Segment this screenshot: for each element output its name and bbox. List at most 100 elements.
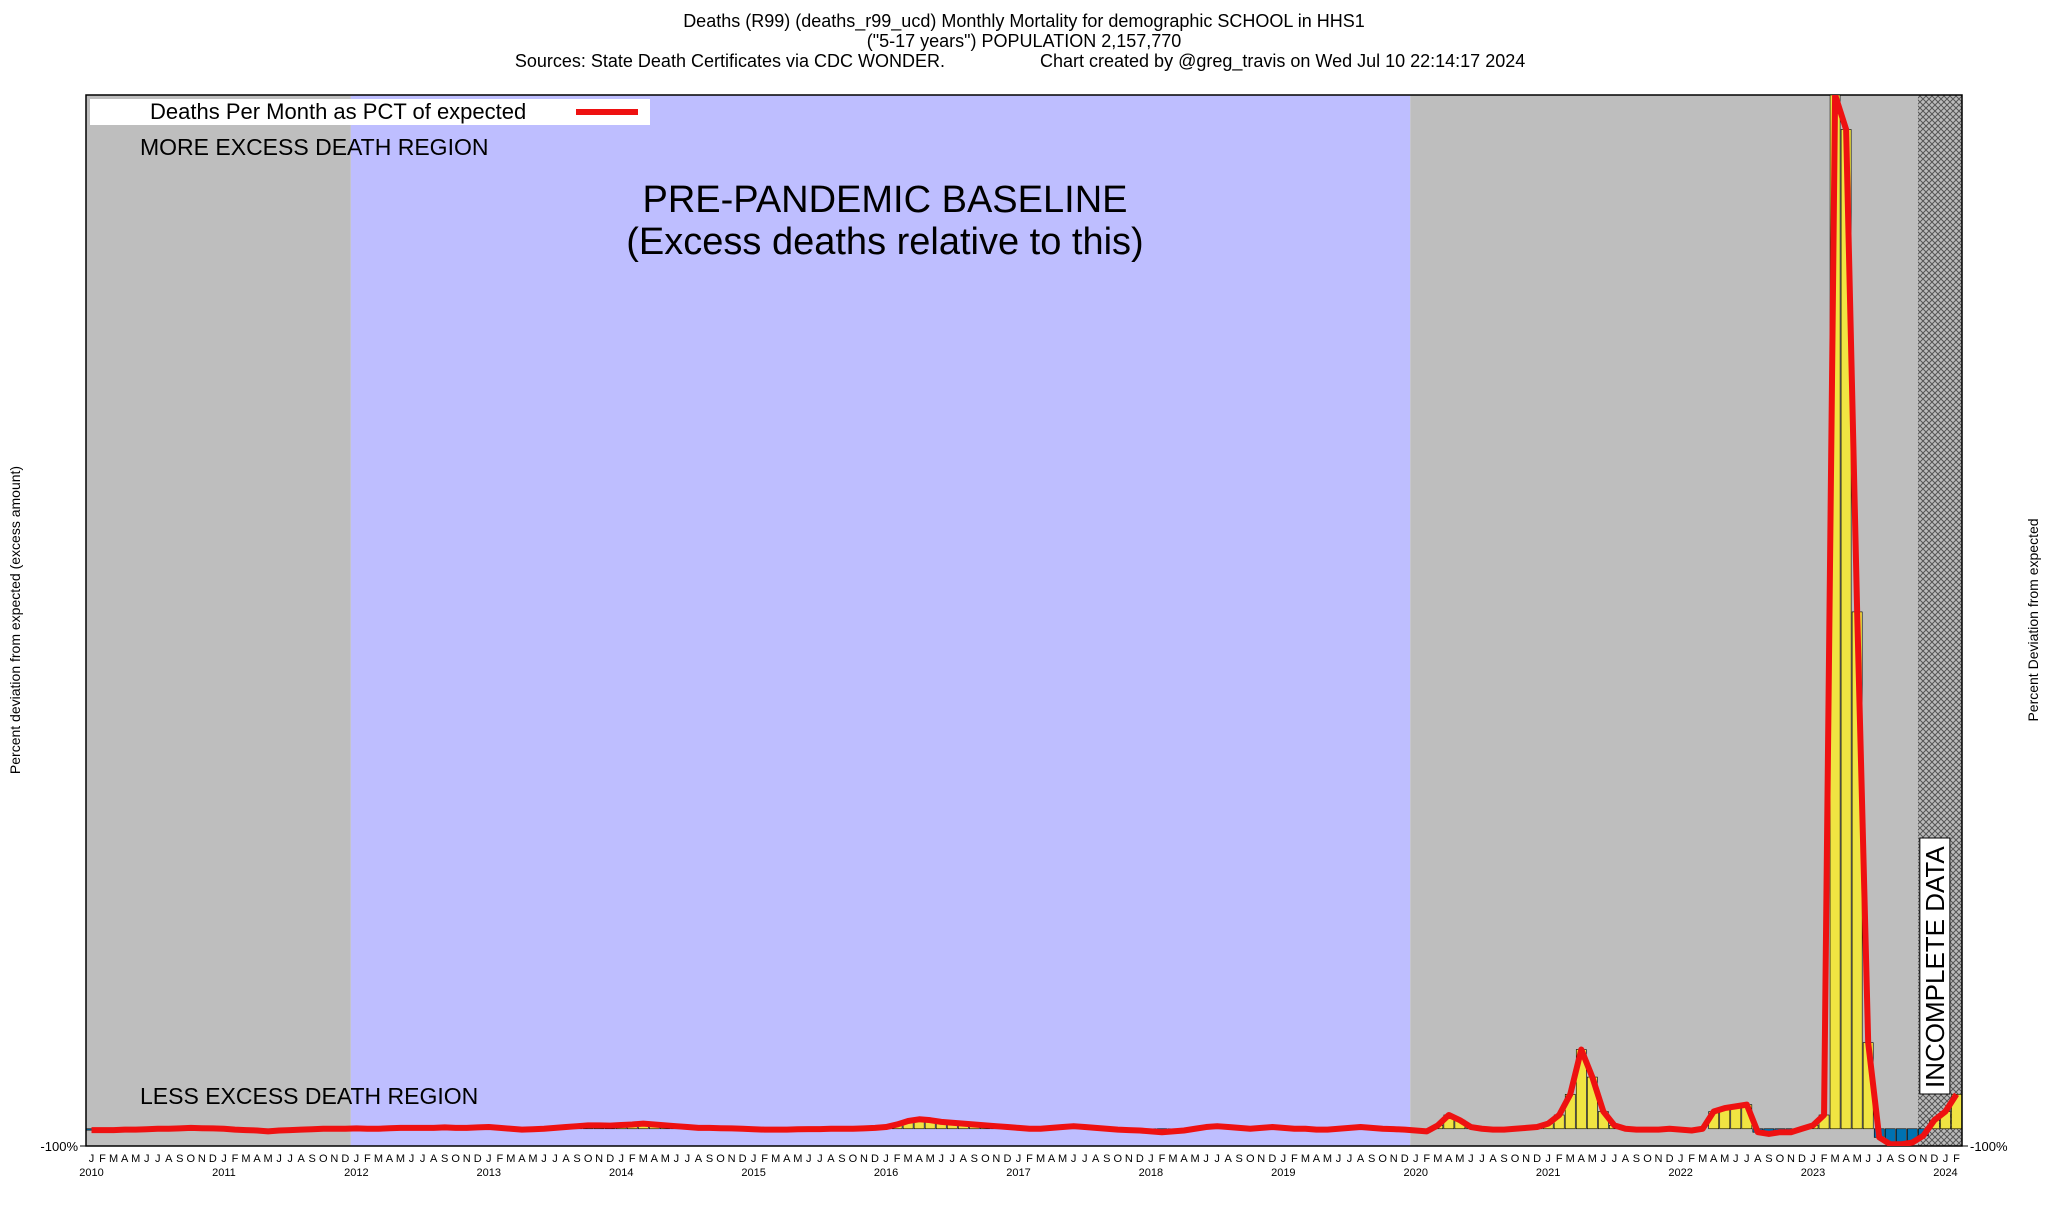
year-label: 2023 (1801, 1167, 1825, 1179)
x-tick-label: S (1103, 1153, 1110, 1165)
x-tick-label: A (915, 1153, 923, 1165)
x-tick-label: A (1092, 1153, 1100, 1165)
x-tick-label: J (806, 1153, 812, 1165)
x-tick-label: J (486, 1153, 492, 1165)
x-tick-label: O (849, 1153, 858, 1165)
x-tick-label: J (817, 1153, 823, 1165)
year-label: 2016 (874, 1167, 898, 1179)
x-tick-label: F (1026, 1153, 1033, 1165)
x-tick-label: J (287, 1153, 293, 1165)
x-tick-label: J (1744, 1153, 1750, 1165)
x-tick-label: J (685, 1153, 691, 1165)
x-tick-label: J (1612, 1153, 1618, 1165)
x-tick-label: J (1468, 1153, 1474, 1165)
x-tick-label: S (1500, 1153, 1507, 1165)
x-tick-label: J (883, 1153, 889, 1165)
x-tick-label: O (1246, 1153, 1255, 1165)
x-tick-label: O (1908, 1153, 1917, 1165)
x-tick-label: A (783, 1153, 791, 1165)
x-tick-label: D (474, 1153, 482, 1165)
x-tick-label: J (1148, 1153, 1154, 1165)
x-tick-label: O (1114, 1153, 1123, 1165)
x-tick-label: N (860, 1153, 868, 1165)
year-label: 2021 (1536, 1167, 1560, 1179)
x-tick-label: O (716, 1153, 725, 1165)
y-axis-label: Percent deviation from expected (excess … (7, 466, 23, 774)
baseline-sublabel: (Excess deaths relative to this) (626, 221, 1143, 263)
x-tick-label: A (1224, 1153, 1232, 1165)
x-tick-label: N (595, 1153, 603, 1165)
x-tick-label: M (1036, 1153, 1045, 1165)
x-tick-label: J (1678, 1153, 1684, 1165)
x-tick-label: J (1281, 1153, 1287, 1165)
chart-subtitle: ("5-17 years") POPULATION 2,157,770 (867, 31, 1182, 51)
x-tick-label: J (552, 1153, 558, 1165)
x-tick-label: D (341, 1153, 349, 1165)
x-tick-label: F (1291, 1153, 1298, 1165)
x-tick-label: A (1489, 1153, 1497, 1165)
year-label: 2024 (1933, 1167, 1957, 1179)
x-tick-label: J (1876, 1153, 1882, 1165)
x-tick-label: M (1566, 1153, 1575, 1165)
x-tick-label: O (1378, 1153, 1387, 1165)
x-tick-label: S (176, 1153, 183, 1165)
year-label: 2018 (1139, 1167, 1163, 1179)
source: Sources: State Death Certificates via CD… (515, 51, 945, 71)
x-tick-label: J (618, 1153, 624, 1165)
year-label: 2020 (1404, 1167, 1428, 1179)
x-tick-label: F (232, 1153, 239, 1165)
x-tick-label: M (1323, 1153, 1332, 1165)
x-tick-label: J (221, 1153, 227, 1165)
x-tick-label: O (1511, 1153, 1520, 1165)
x-tick-label: M (926, 1153, 935, 1165)
x-tick-label: N (728, 1153, 736, 1165)
x-tick-label: M (793, 1153, 802, 1165)
y2-axis-label: Percent Deviation from expected (2025, 518, 2041, 721)
x-tick-label: A (1754, 1153, 1762, 1165)
x-tick-label: A (1622, 1153, 1630, 1165)
x-tick-label: O (319, 1153, 328, 1165)
x-tick-label: A (386, 1153, 394, 1165)
baseline-label: PRE-PANDEMIC BASELINE (643, 179, 1128, 221)
x-tick-label: M (1698, 1153, 1707, 1165)
x-tick-label: A (1048, 1153, 1056, 1165)
year-label: 2015 (741, 1167, 765, 1179)
x-tick-label: J (1865, 1153, 1871, 1165)
x-tick-label: A (1357, 1153, 1365, 1165)
x-tick-label: J (1601, 1153, 1607, 1165)
x-tick-label: S (1765, 1153, 1772, 1165)
x-tick-label: S (573, 1153, 580, 1165)
x-tick-label: D (871, 1153, 879, 1165)
x-tick-label: O (187, 1153, 196, 1165)
x-tick-label: J (1203, 1153, 1209, 1165)
x-tick-label: O (1643, 1153, 1652, 1165)
x-tick-label: N (1522, 1153, 1530, 1165)
x-tick-label: O (584, 1153, 593, 1165)
x-tick-label: A (695, 1153, 703, 1165)
x-tick-label: M (1058, 1153, 1067, 1165)
x-tick-label: F (629, 1153, 636, 1165)
x-tick-label: A (165, 1153, 173, 1165)
x-tick-label: J (1071, 1153, 1077, 1165)
x-tick-label: N (992, 1153, 1000, 1165)
x-tick-label: J (420, 1153, 426, 1165)
x-tick-label: A (651, 1153, 659, 1165)
x-tick-label: M (528, 1153, 537, 1165)
x-tick-label: M (241, 1153, 250, 1165)
x-tick-label: A (298, 1153, 306, 1165)
x-tick-label: M (1720, 1153, 1729, 1165)
x-tick-label: M (1853, 1153, 1862, 1165)
x-tick-label: D (1798, 1153, 1806, 1165)
x-tick-label: M (771, 1153, 780, 1165)
x-tick-label: F (99, 1153, 106, 1165)
x-tick-label: A (518, 1153, 526, 1165)
x-tick-label: D (1401, 1153, 1409, 1165)
x-tick-label: A (1710, 1153, 1718, 1165)
x-tick-label: O (451, 1153, 460, 1165)
x-tick-label: J (1016, 1153, 1022, 1165)
chart-title: Deaths (R99) (deaths_r99_ucd) Monthly Mo… (683, 11, 1365, 32)
x-tick-label: D (606, 1153, 614, 1165)
x-tick-label: D (1136, 1153, 1144, 1165)
x-tick-label: J (155, 1153, 161, 1165)
x-tick-label: A (562, 1153, 570, 1165)
